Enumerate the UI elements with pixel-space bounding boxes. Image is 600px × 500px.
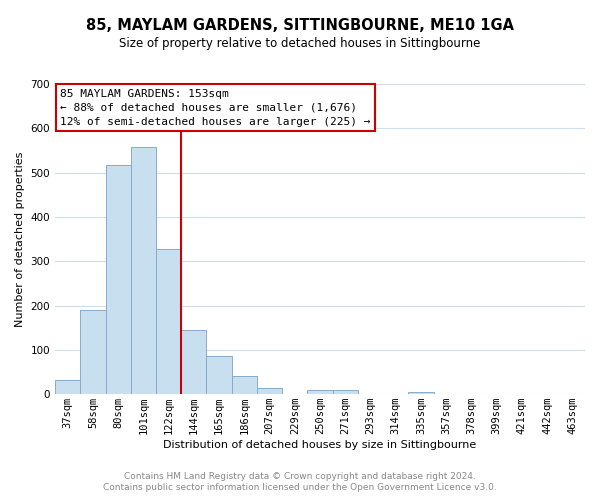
Text: Contains HM Land Registry data © Crown copyright and database right 2024.: Contains HM Land Registry data © Crown c… [124,472,476,481]
Text: Contains public sector information licensed under the Open Government Licence v3: Contains public sector information licen… [103,484,497,492]
Text: Size of property relative to detached houses in Sittingbourne: Size of property relative to detached ho… [119,36,481,50]
Bar [332,390,358,394]
Bar [55,380,80,394]
Bar [80,310,106,394]
Bar [106,164,131,394]
X-axis label: Distribution of detached houses by size in Sittingbourne: Distribution of detached houses by size … [163,440,476,450]
Bar [307,390,332,394]
Bar [181,330,206,394]
Text: 85, MAYLAM GARDENS, SITTINGBOURNE, ME10 1GA: 85, MAYLAM GARDENS, SITTINGBOURNE, ME10 … [86,18,514,32]
Bar [232,376,257,394]
Bar [206,356,232,394]
Bar [156,249,181,394]
Bar [257,388,282,394]
Bar [409,392,434,394]
Y-axis label: Number of detached properties: Number of detached properties [15,152,25,327]
Text: 85 MAYLAM GARDENS: 153sqm
← 88% of detached houses are smaller (1,676)
12% of se: 85 MAYLAM GARDENS: 153sqm ← 88% of detac… [61,88,371,126]
Bar [131,148,156,394]
